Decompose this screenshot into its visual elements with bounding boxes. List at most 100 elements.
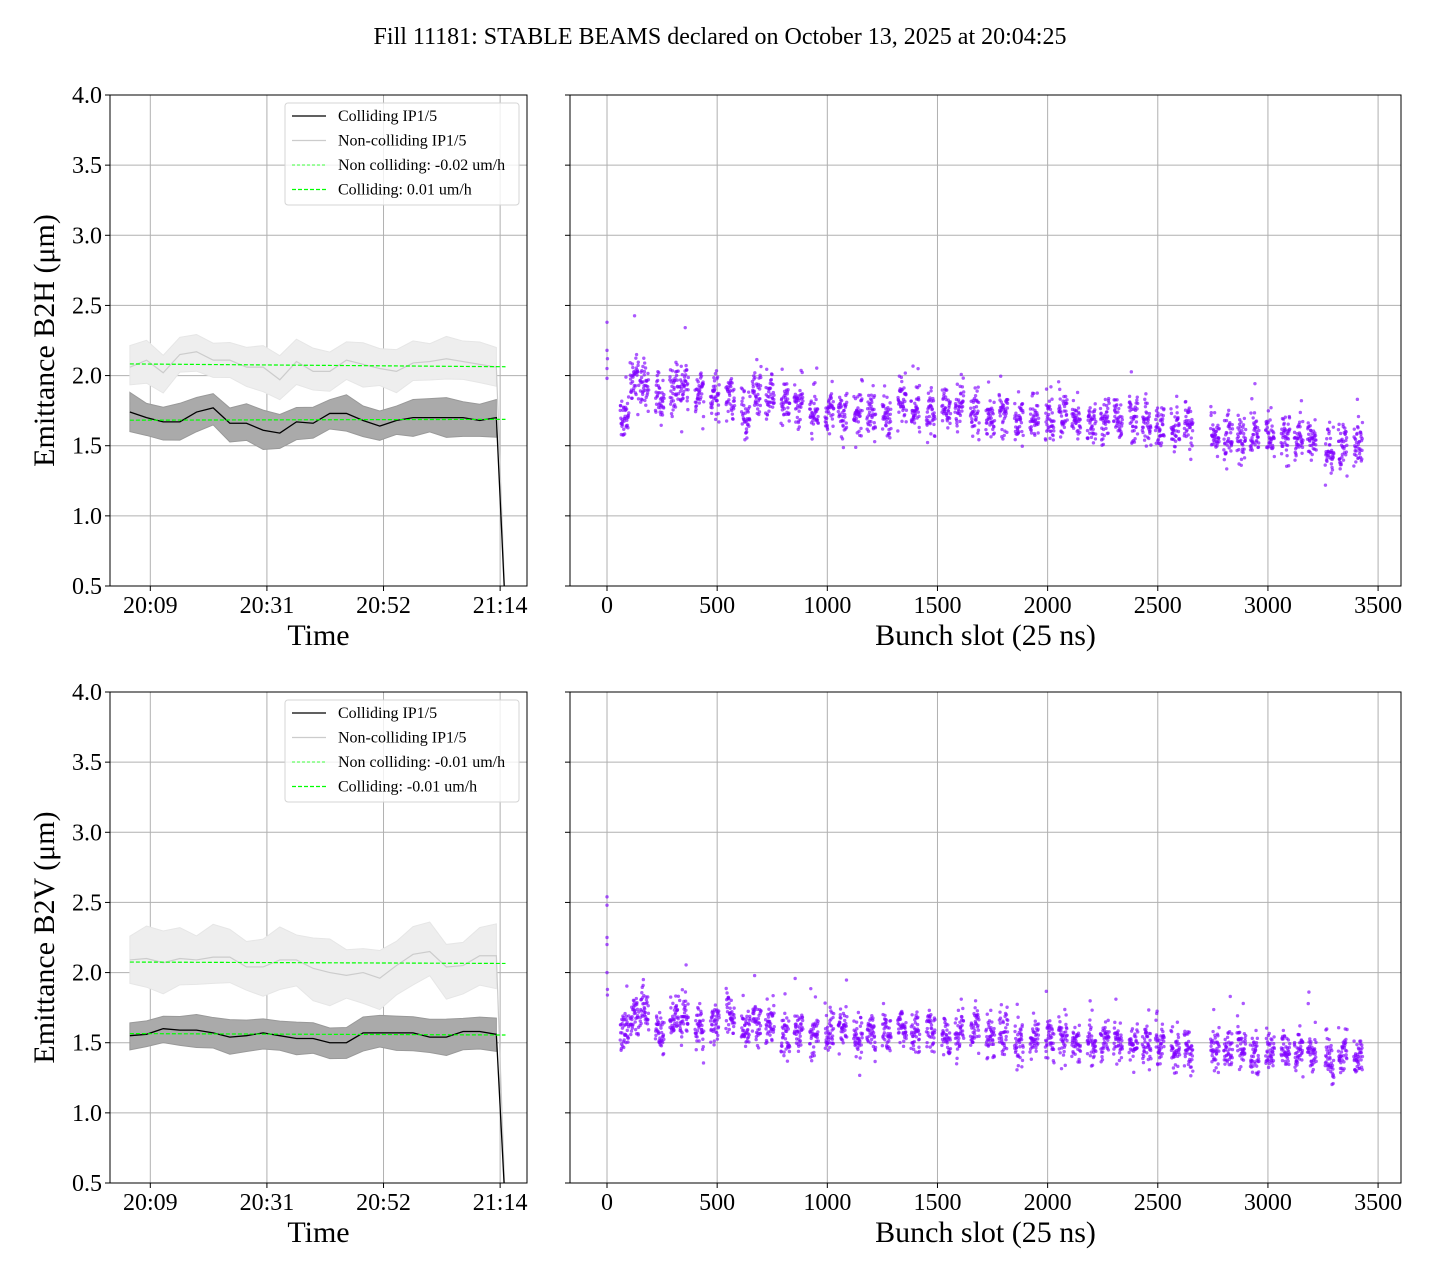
scatter-point [657,1010,662,1015]
scatter-point [1131,1043,1136,1047]
scatter-point [1020,401,1025,406]
scatter-point [632,314,637,318]
scatter-point [929,1013,933,1017]
scatter-point [897,1030,901,1035]
scatter-point [1189,1051,1193,1056]
scatter-point [1112,1041,1116,1046]
scatter-point [1223,1062,1227,1066]
scatter-point [927,1008,932,1013]
legend-frame [284,699,520,803]
scatter-point [1243,1039,1247,1043]
scatter-point [1156,437,1161,442]
scatter-point [1155,1009,1159,1013]
scatter-point [988,399,992,403]
scatter-point [781,1026,785,1031]
scatter-point [1267,1062,1272,1066]
scatter-point [842,408,846,413]
scatter-point [1230,440,1234,444]
scatter-point [1287,1045,1292,1050]
scatter-point [1004,1026,1008,1030]
scatter-point [711,1010,716,1015]
scatter-point [657,1031,661,1036]
scatter-point [1174,434,1178,438]
scatter-point [1213,1036,1217,1040]
scatter-point [1281,1042,1286,1046]
scatter-point [1227,408,1231,413]
scatter-point [1336,1049,1341,1053]
scatter-point [800,401,804,406]
scatter-point [1147,1008,1151,1012]
scatter-point [816,1030,820,1034]
scatter-point [769,1022,773,1026]
scatter-point [1352,427,1356,431]
scatter-point [928,1045,932,1049]
scatter-point [1190,444,1194,448]
scatter-point [1014,1045,1019,1050]
scatter-point [1257,428,1261,433]
scatter-point [661,399,665,404]
scatter-point [816,421,820,425]
scatter-point [1298,425,1302,429]
scatter-point [781,1018,786,1023]
scatter-point [683,373,688,377]
scatter-point [1312,1047,1317,1051]
scatter-point [1034,1046,1038,1050]
scatter-point [933,417,937,421]
scatter-point [1145,1035,1150,1039]
scatter-point [1106,396,1111,401]
scatter-point [785,1016,789,1020]
scatter-point [680,988,685,992]
scatter-point [1133,437,1137,441]
scatter-point [1135,1046,1139,1050]
scatter-point [1078,430,1082,435]
scatter-point [1085,1051,1090,1056]
scatter-point [1093,1039,1098,1043]
scatter-point [1339,1061,1343,1065]
axes-frame [569,691,1402,1184]
scatter-point [642,356,646,360]
scatter-point [713,371,718,376]
scatter-point [1077,1060,1082,1064]
x-tick-label: 1500 [913,1190,961,1216]
scatter-point [932,1030,937,1035]
scatter-point [1015,1002,1019,1007]
scatter-point [1210,1053,1214,1058]
scatter-point [840,437,845,441]
scatter-point [1173,423,1178,427]
scatter-point [662,396,666,401]
scatter-point [724,419,729,423]
scatter-point [1359,1050,1364,1055]
scatter-point [1051,425,1056,430]
scatter-point [635,1007,640,1012]
scatter-point [1239,438,1243,443]
scatter-point [1089,1050,1093,1054]
scatter-point [1270,1038,1274,1042]
scatter-point [1157,1038,1161,1043]
scatter-point [699,371,703,375]
scatter-point [961,1019,966,1023]
scatter-point [1001,437,1005,441]
scatter-point [726,1030,730,1034]
scatter-point [917,1049,922,1054]
scatter-point [828,1045,832,1050]
scatter-point [1044,411,1048,415]
scatter-point [1216,423,1220,428]
scatter-point [770,1014,775,1018]
scatter-point [976,409,980,413]
scatter-point [917,1037,921,1041]
scatter-point [1191,421,1195,425]
scatter-point [932,411,936,415]
scatter-point [987,410,992,414]
scatter-point [1230,422,1234,427]
scatter-point [605,942,609,947]
scatter-point [1226,412,1230,416]
scatter-point [785,382,789,386]
legend-frame [284,102,520,206]
scatter-point [1143,1040,1147,1044]
scatter-point [1342,1060,1346,1064]
x-axis-label: Bunch slot (25 ns) [875,619,1096,652]
scatter-point [717,420,721,424]
x-tick-label: 20:52 [356,593,411,619]
scatter-point [948,411,953,416]
scatter-point [888,419,893,424]
